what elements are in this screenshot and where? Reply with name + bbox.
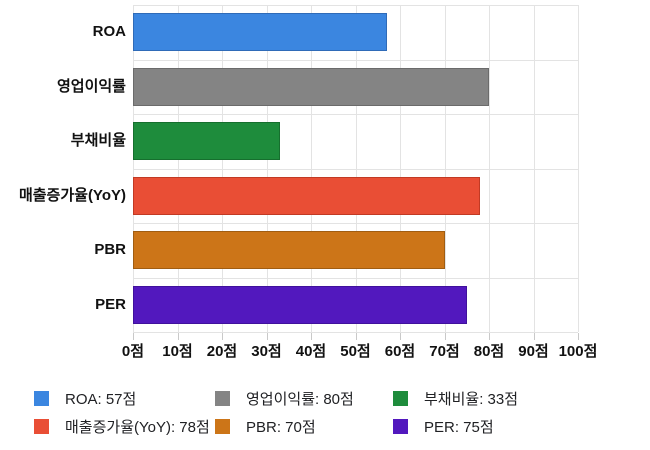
tick-label: 30점 [251,343,282,360]
legend-swatch [215,391,230,406]
legend-item: ROA: 57점 [34,388,215,409]
gridline-vertical [222,5,223,332]
legend-swatch [393,391,408,406]
legend-label: PER: 75점 [424,419,494,436]
gridline-horizontal [133,114,578,115]
tick-label: 40점 [295,343,327,360]
legend-swatch [393,419,408,434]
bar[interactable] [133,285,467,324]
category-label: ROA [92,23,126,41]
legend-item: PER: 75점 [393,416,518,437]
gridline-vertical [311,5,312,332]
legend-swatch [215,419,230,434]
category-label: PER [95,295,126,313]
gridline-vertical [266,5,268,332]
category-label: PBR [94,241,126,259]
legend-label: 부채비율: 33점 [424,391,519,408]
tick-label: 60점 [384,343,416,360]
gridline-horizontal [133,60,578,61]
legend-label: 영업이익률: 80점 [246,391,354,408]
gridline-vertical [444,5,446,332]
gridline-horizontal [133,5,578,6]
gridline-vertical [400,5,401,332]
gridline-vertical [355,5,357,332]
gridline-horizontal [133,169,578,170]
legend-swatch [34,419,49,434]
legend-item: 매출증가율(YoY): 78점 [34,416,215,437]
gridline-vertical [133,5,134,332]
gridline-horizontal [133,332,578,333]
bar[interactable] [133,13,387,52]
category-label: 영업이익률 [56,77,126,95]
tick-mark [133,333,134,340]
plot-area [133,5,579,333]
tick-mark [222,333,223,340]
legend-label: 매출증가율(YoY): 78점 [65,419,210,436]
tick-mark [311,333,312,340]
tick-mark [355,333,357,340]
tick-mark [533,333,535,340]
gridline-vertical [578,5,579,332]
category-label: 매출증가율(YoY) [18,186,126,204]
bar[interactable] [133,122,280,161]
tick-label: 10점 [162,343,193,360]
gridline-vertical [177,5,179,332]
tick-mark [444,333,446,340]
legend-item: 부채비율: 33점 [393,388,518,409]
tick-label: 70점 [429,343,460,360]
tick-mark [177,333,179,340]
tick-mark [266,333,268,340]
category-label: 부채비율 [70,132,126,150]
gridline-horizontal [133,223,578,224]
gridline-vertical [533,5,535,332]
gridline-vertical [489,5,490,332]
gridline-horizontal [133,278,578,279]
legend-label: ROA: 57점 [65,391,137,408]
tick-label: 0점 [121,343,145,360]
tick-label: 100점 [558,343,598,360]
tick-label: 50점 [340,343,371,360]
tick-label: 90점 [518,343,549,360]
legend-label: PBR: 70점 [246,419,316,436]
legend-swatch [34,391,49,406]
tick-label: 80점 [473,343,505,360]
tick-mark [578,333,579,340]
tick-mark [489,333,490,340]
legend-item: 영업이익률: 80점 [215,388,393,409]
legend-item: PBR: 70점 [215,416,393,437]
bar[interactable] [133,176,481,215]
tick-mark [400,333,401,340]
tick-label: 20점 [206,343,238,360]
bar[interactable] [133,67,489,106]
bar[interactable] [133,231,445,270]
